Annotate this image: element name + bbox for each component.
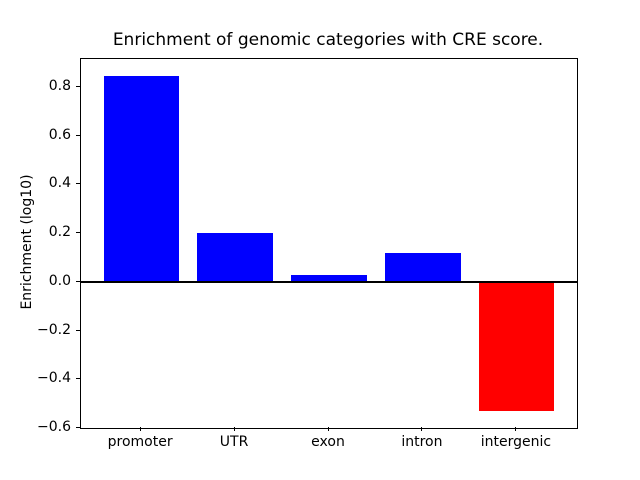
x-tick-mark	[233, 427, 235, 431]
y-tick-mark	[76, 134, 80, 136]
x-tick-mark	[421, 427, 423, 431]
x-tick-label-UTR: UTR	[219, 434, 249, 450]
x-tick-label-intron: intron	[401, 434, 443, 450]
zero-baseline	[81, 280, 577, 283]
bar-UTR	[197, 233, 273, 282]
x-tick-label-intergenic: intergenic	[480, 434, 552, 450]
y-tick-mark	[76, 85, 80, 87]
y-tick-mark	[76, 183, 80, 185]
bar-exon	[291, 274, 367, 282]
y-tick-mark	[76, 232, 80, 234]
chart-title: Enrichment of genomic categories with CR…	[112, 30, 544, 50]
y-tick-label: −0.6	[37, 419, 71, 436]
x-tick-label-exon: exon	[311, 434, 345, 450]
x-tick-label-promoter: promoter	[107, 434, 173, 450]
plot-area	[80, 58, 578, 429]
bar-intron	[385, 252, 461, 282]
bar-intergenic	[479, 281, 555, 412]
y-tick-mark	[76, 280, 80, 282]
y-tick-mark	[76, 329, 80, 331]
y-tick-label: 0.8	[48, 77, 71, 94]
bar-promoter	[103, 75, 179, 282]
y-tick-mark	[76, 427, 80, 429]
y-tick-label: −0.2	[37, 321, 71, 338]
y-tick-label: 0.6	[48, 126, 71, 143]
x-tick-mark	[139, 427, 141, 431]
x-tick-mark	[515, 427, 517, 431]
y-tick-label: −0.4	[37, 370, 71, 387]
y-tick-mark	[76, 378, 80, 380]
y-tick-label: 0.4	[48, 175, 71, 192]
x-tick-mark	[327, 427, 329, 431]
y-tick-label: 0.2	[48, 224, 71, 241]
y-tick-label: 0.0	[48, 272, 71, 289]
